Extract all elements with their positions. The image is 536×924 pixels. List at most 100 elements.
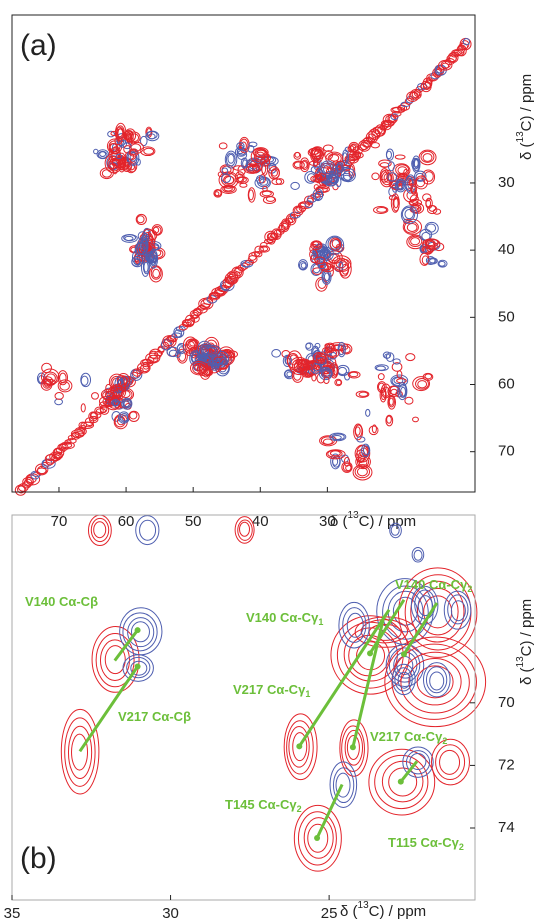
contour bbox=[99, 167, 114, 180]
contour bbox=[332, 767, 355, 804]
contour bbox=[377, 373, 385, 381]
contour bbox=[413, 170, 427, 182]
contour bbox=[145, 130, 160, 142]
contour bbox=[300, 359, 310, 368]
contour bbox=[254, 245, 264, 254]
contour bbox=[310, 240, 323, 251]
contour bbox=[395, 164, 410, 176]
contour bbox=[78, 425, 87, 431]
contour bbox=[316, 357, 327, 366]
contour bbox=[285, 213, 297, 226]
contour bbox=[319, 160, 337, 179]
contour bbox=[71, 733, 89, 771]
contour bbox=[420, 150, 435, 163]
contour bbox=[437, 259, 448, 268]
contour bbox=[119, 412, 129, 423]
contour bbox=[223, 175, 235, 185]
contour bbox=[388, 397, 394, 406]
annotation-line bbox=[351, 615, 386, 748]
contour bbox=[93, 148, 99, 155]
annotation-line bbox=[78, 665, 139, 753]
contour bbox=[120, 383, 127, 393]
contour bbox=[313, 184, 320, 191]
contour bbox=[110, 386, 119, 392]
contour bbox=[207, 359, 218, 367]
contour bbox=[412, 376, 431, 392]
contour bbox=[382, 585, 429, 640]
contour bbox=[382, 351, 392, 359]
contour bbox=[59, 372, 67, 384]
contour bbox=[379, 387, 387, 403]
contour bbox=[335, 160, 346, 168]
contour bbox=[111, 399, 120, 407]
contour bbox=[116, 128, 124, 138]
contour bbox=[417, 380, 428, 389]
contour bbox=[205, 347, 217, 354]
axis-label-part: C) / ppm bbox=[359, 513, 417, 530]
contour bbox=[399, 102, 411, 111]
annotation-sub: 2 bbox=[459, 842, 464, 852]
contour bbox=[221, 167, 229, 175]
contour bbox=[409, 200, 419, 206]
contour bbox=[385, 643, 425, 687]
contour bbox=[96, 149, 109, 160]
contour bbox=[325, 167, 336, 175]
contour bbox=[312, 244, 328, 259]
contour bbox=[87, 514, 112, 547]
contour bbox=[390, 113, 399, 121]
annotation: V217 Cα-Cβ bbox=[118, 709, 191, 724]
contour bbox=[374, 364, 389, 372]
contour bbox=[135, 213, 147, 225]
contour bbox=[393, 197, 399, 209]
contour bbox=[425, 666, 448, 694]
contour bbox=[224, 176, 235, 184]
contour bbox=[390, 524, 400, 536]
contour bbox=[293, 370, 302, 381]
contour bbox=[54, 392, 64, 400]
contour bbox=[400, 205, 418, 224]
contour bbox=[394, 154, 406, 160]
contours bbox=[60, 514, 487, 872]
contour bbox=[101, 169, 112, 178]
contour bbox=[41, 362, 52, 374]
contour bbox=[400, 386, 406, 397]
contour bbox=[342, 174, 351, 182]
panel-label: (a) bbox=[20, 29, 57, 62]
contour bbox=[283, 713, 318, 781]
contour bbox=[388, 767, 418, 797]
contour bbox=[452, 49, 463, 56]
contour bbox=[422, 153, 433, 162]
annotation-text: T145 Cα-Cγ bbox=[225, 797, 297, 812]
contour bbox=[129, 149, 137, 156]
contour bbox=[289, 214, 299, 220]
contour bbox=[218, 357, 228, 366]
contour bbox=[123, 400, 130, 408]
contour bbox=[192, 362, 207, 375]
contour bbox=[80, 403, 86, 413]
contour bbox=[376, 381, 387, 394]
annotation-dot bbox=[134, 627, 141, 634]
contour bbox=[386, 415, 392, 424]
axis-label-part: δ ( bbox=[518, 142, 535, 160]
contour bbox=[342, 345, 351, 354]
contour bbox=[99, 151, 107, 158]
axis-label-part: C) / ppm bbox=[369, 903, 427, 920]
contour bbox=[362, 445, 370, 456]
contour bbox=[329, 450, 341, 457]
contour bbox=[325, 235, 345, 255]
contour bbox=[358, 458, 368, 467]
contour bbox=[127, 617, 155, 648]
contour bbox=[256, 149, 266, 156]
contour bbox=[293, 804, 342, 872]
contour bbox=[240, 157, 249, 169]
contour bbox=[385, 148, 395, 161]
axis-label-sup: 13 bbox=[515, 131, 526, 143]
contour bbox=[151, 257, 158, 264]
contour bbox=[340, 172, 353, 182]
axis-label-part: δ ( bbox=[330, 513, 348, 530]
contour bbox=[236, 173, 244, 183]
contour bbox=[143, 261, 149, 273]
contour bbox=[410, 580, 465, 643]
contour bbox=[425, 197, 433, 209]
x-tick-label: 35 bbox=[4, 905, 21, 922]
